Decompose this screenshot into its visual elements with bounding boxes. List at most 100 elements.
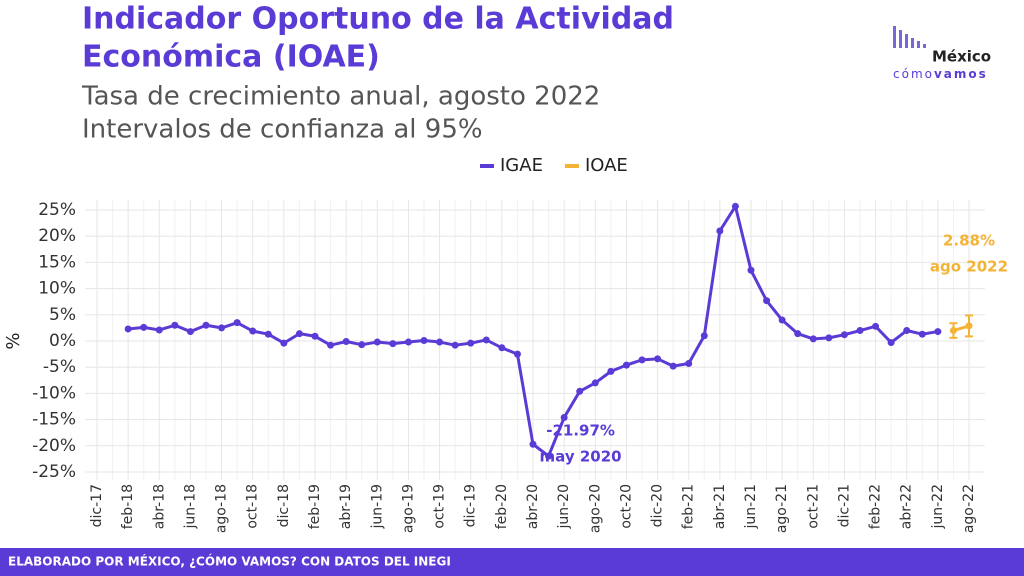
data-point <box>420 336 428 344</box>
data-point <box>716 227 724 235</box>
x-tick-label: dic-20 <box>650 484 666 527</box>
x-tick-label: jun-18 <box>182 484 198 530</box>
data-point <box>202 321 210 329</box>
data-point <box>264 330 272 338</box>
data-point <box>233 319 241 327</box>
x-tick-label: ago-22 <box>961 484 977 533</box>
y-tick-label: 10% <box>38 279 76 299</box>
logo-text: vamos <box>934 67 988 81</box>
data-point <box>467 339 475 347</box>
x-tick-label: jun-22 <box>930 484 946 530</box>
chart-subtitle: Tasa de crecimiento anual, agosto 2022 <box>81 82 600 112</box>
data-point <box>747 266 755 274</box>
legend-label: IGAE <box>500 155 543 176</box>
data-point <box>124 325 132 333</box>
y-tick-label: -15% <box>32 410 76 430</box>
data-point <box>513 350 521 358</box>
data-point <box>404 338 412 346</box>
y-tick-label: 5% <box>49 305 76 325</box>
data-point <box>856 327 864 335</box>
footer-band <box>0 548 1024 576</box>
data-point <box>872 322 880 330</box>
y-tick-label: 0% <box>49 331 76 351</box>
data-point <box>809 335 817 343</box>
chart-title: Económica (IOAE) <box>82 40 380 75</box>
x-tick-label: oct-21 <box>805 484 821 529</box>
x-tick-label: oct-19 <box>432 484 448 529</box>
x-tick-label: ago-21 <box>774 484 790 533</box>
x-tick-label: oct-20 <box>618 484 634 529</box>
data-point <box>607 367 615 375</box>
data-point <box>903 327 911 335</box>
y-tick-label: 15% <box>38 252 76 272</box>
data-point <box>965 322 973 330</box>
data-point <box>591 379 599 387</box>
data-point <box>700 332 708 340</box>
data-point <box>638 356 646 364</box>
logo-text: cómo <box>893 67 934 81</box>
data-point <box>934 328 942 336</box>
data-point <box>140 323 148 331</box>
x-tick-label: jun-21 <box>743 484 759 530</box>
data-point <box>171 321 179 329</box>
annotation: may 2020 <box>540 448 622 466</box>
data-point <box>311 332 319 340</box>
data-point <box>669 362 677 370</box>
data-point <box>545 452 553 460</box>
x-tick-label: feb-18 <box>120 484 136 529</box>
data-point <box>622 361 630 369</box>
y-tick-label: 25% <box>38 200 76 220</box>
data-point <box>373 338 381 346</box>
y-axis-label: % <box>3 332 24 349</box>
annotation: ago 2022 <box>930 257 1008 275</box>
data-point <box>529 440 537 448</box>
y-tick-label: -20% <box>32 436 76 456</box>
y-tick-label: -25% <box>32 462 76 482</box>
data-point <box>327 341 335 349</box>
data-point <box>654 355 662 363</box>
y-tick-label: -5% <box>43 357 76 377</box>
data-point <box>451 341 459 349</box>
x-tick-label: abr-20 <box>525 484 541 529</box>
y-tick-label: 20% <box>38 226 76 246</box>
annotation: 2.88% <box>943 231 995 249</box>
x-tick-label: ago-18 <box>214 484 230 533</box>
x-tick-label: abr-18 <box>151 484 167 529</box>
data-point <box>218 324 226 332</box>
data-point <box>342 338 350 346</box>
x-tick-label: abr-21 <box>712 484 728 529</box>
y-tick-label: -10% <box>32 383 76 403</box>
data-point <box>249 327 257 335</box>
legend-label: IOAE <box>585 155 628 176</box>
data-point <box>887 339 895 347</box>
data-point <box>295 330 303 338</box>
data-point <box>794 330 802 338</box>
chart-title: Indicador Oportuno de la Actividad <box>82 2 674 37</box>
data-point <box>949 327 957 335</box>
data-point <box>280 339 288 347</box>
x-tick-label: feb-22 <box>868 484 884 529</box>
data-point <box>576 387 584 395</box>
x-tick-label: dic-19 <box>463 484 479 527</box>
footer: ELABORADO POR MÉXICO, ¿CÓMO VAMOS? CON D… <box>8 554 451 569</box>
data-point <box>482 336 490 344</box>
x-tick-label: dic-17 <box>89 484 105 527</box>
data-point <box>825 334 833 342</box>
logo: México cómovamos <box>893 26 991 81</box>
data-point <box>778 316 786 324</box>
data-point <box>498 344 506 352</box>
data-point <box>763 297 771 305</box>
x-tick-label: abr-22 <box>899 484 915 529</box>
data-point <box>358 341 366 349</box>
data-point <box>685 360 693 368</box>
data-point <box>840 331 848 339</box>
data-point <box>731 202 739 210</box>
data-point <box>389 340 397 348</box>
data-point <box>560 414 568 422</box>
x-tick-label: feb-21 <box>681 484 697 529</box>
x-tick-label: ago-19 <box>400 484 416 533</box>
x-tick-label: feb-19 <box>307 484 323 529</box>
data-point <box>186 328 194 336</box>
x-tick-label: dic-18 <box>276 484 292 527</box>
